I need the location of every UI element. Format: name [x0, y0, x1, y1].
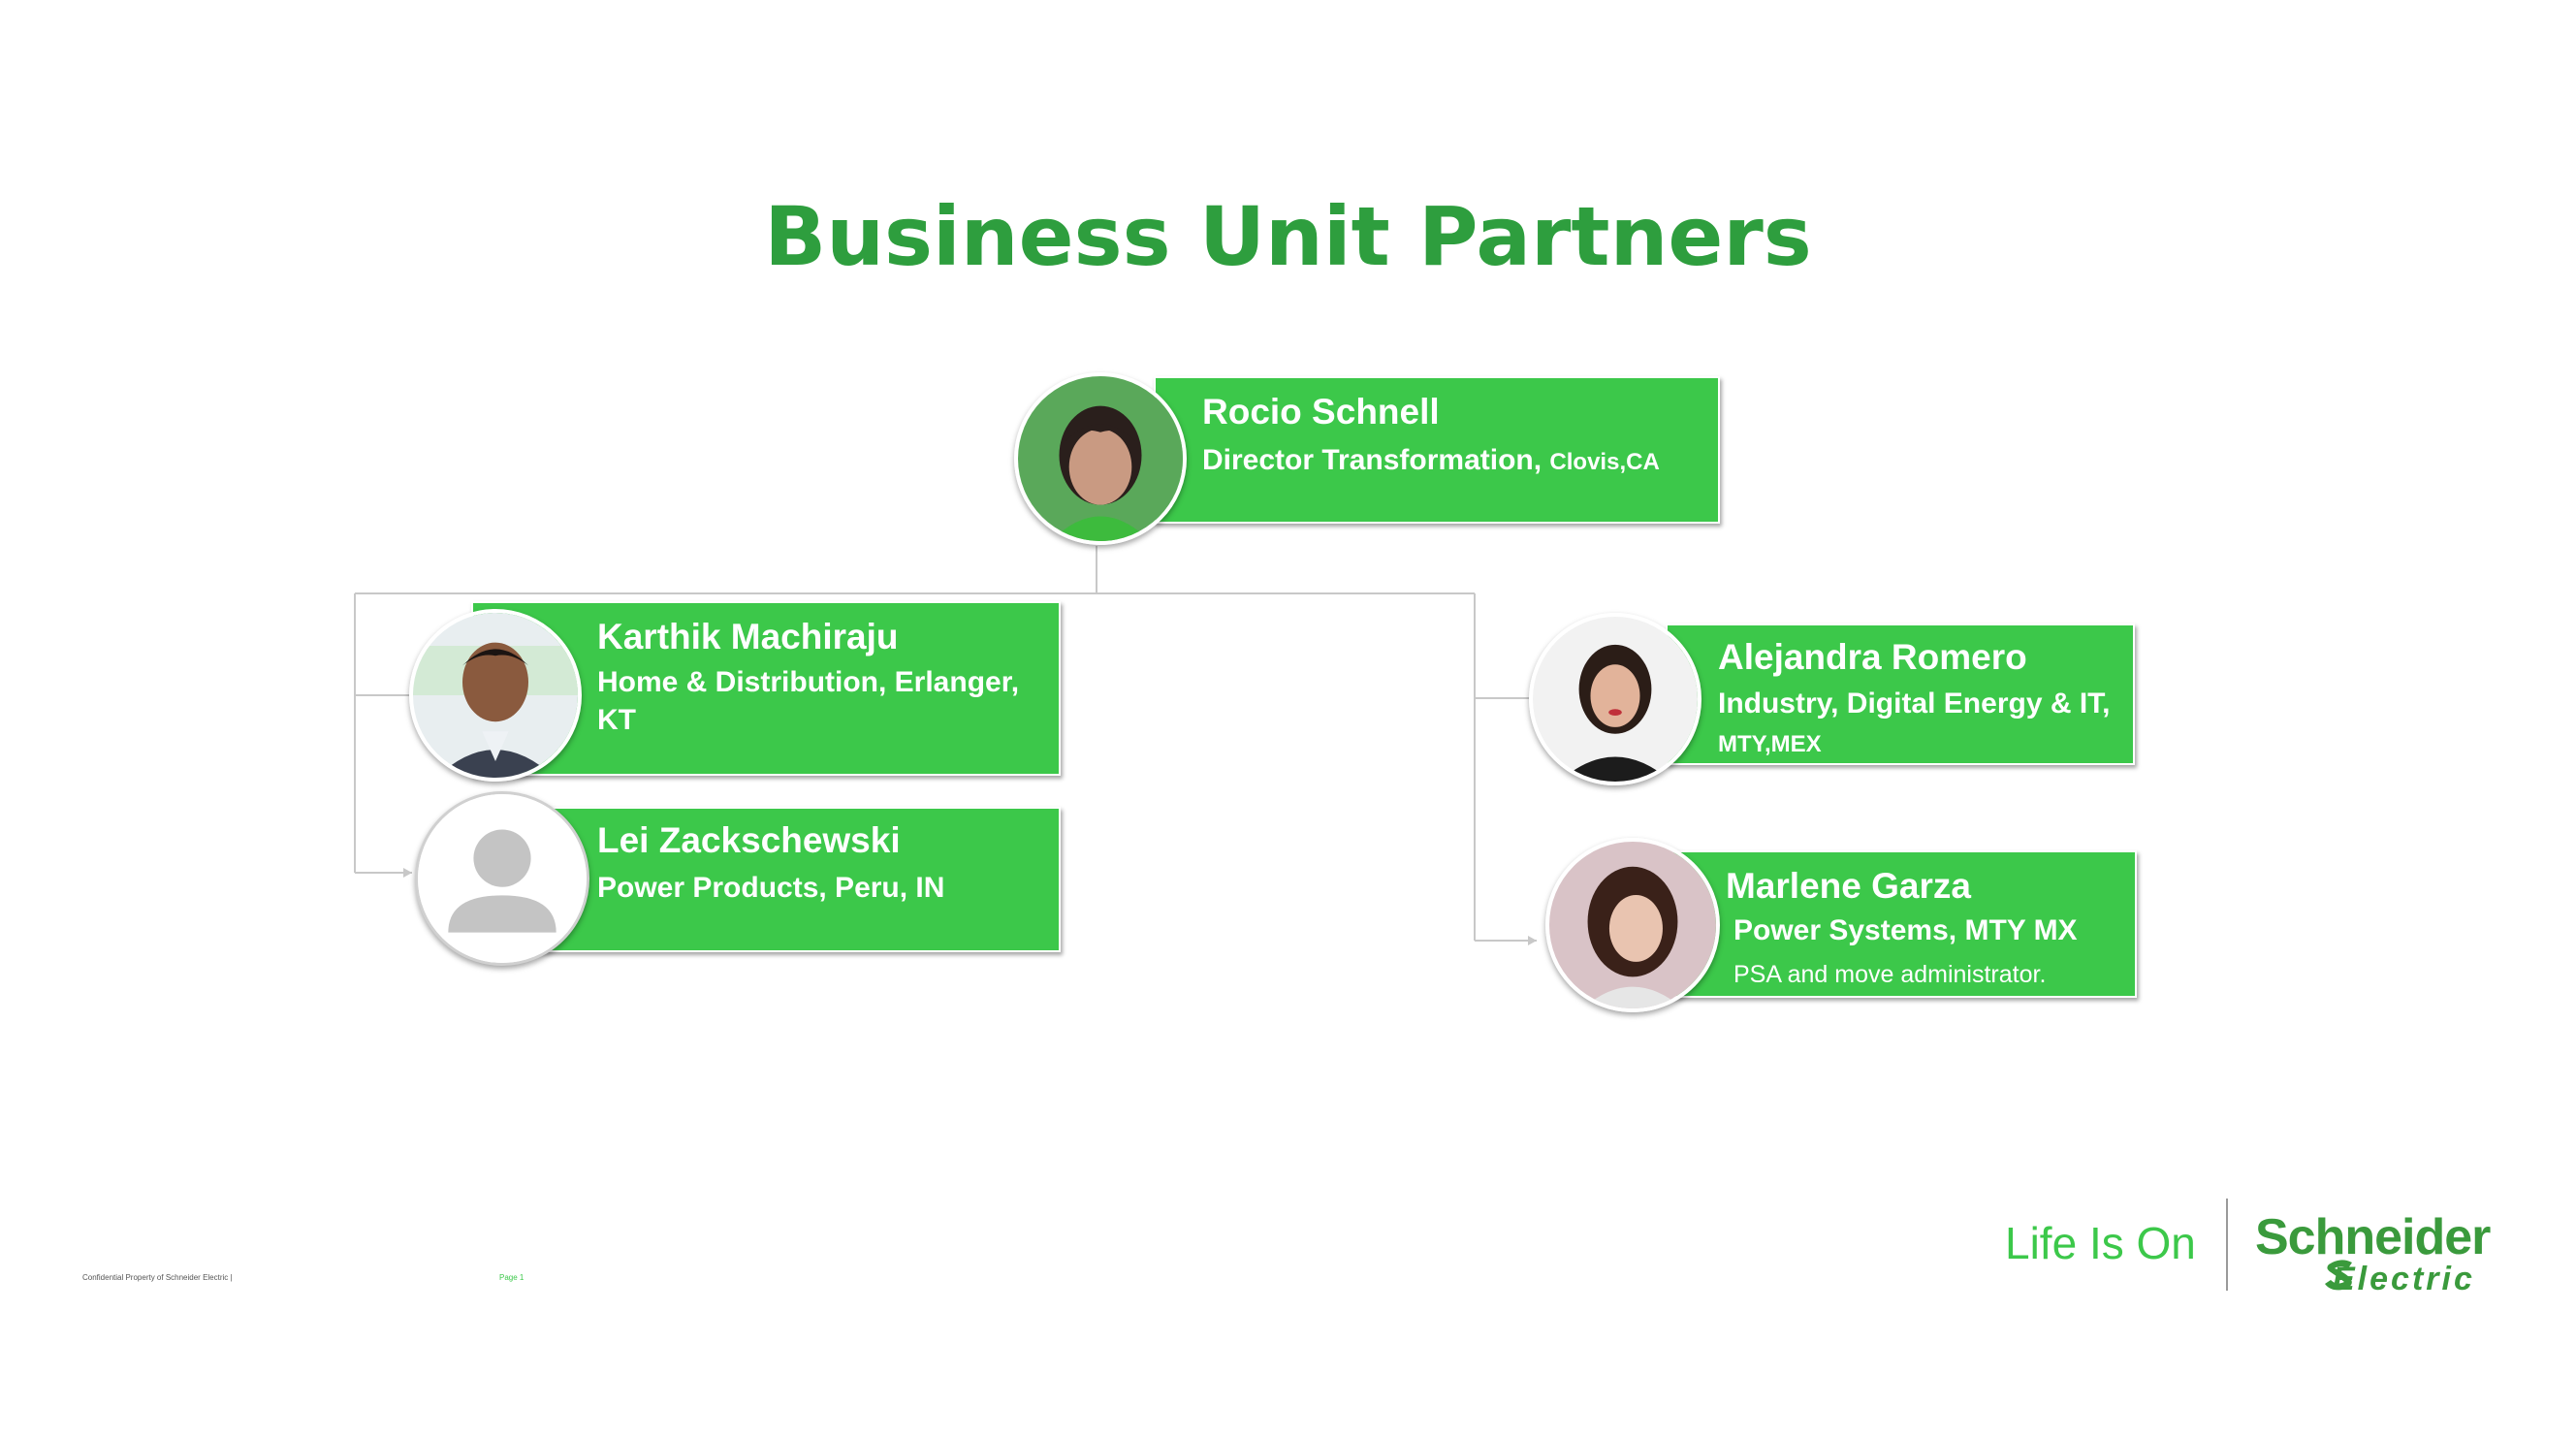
footer-page-number: Page 1: [499, 1273, 525, 1282]
person-name: Lei Zackschewski: [597, 820, 901, 860]
brand-subname: Electric: [2333, 1261, 2475, 1297]
person-photo-icon: [1549, 842, 1716, 1008]
tagline-text: Life Is On: [2005, 1218, 2196, 1268]
person-role-line2: KT: [597, 704, 636, 736]
role-location: MTY,MEX: [1718, 731, 1822, 757]
role-title: Director Transformation,: [1202, 444, 1542, 476]
person-note: PSA and move administrator.: [1733, 961, 2047, 988]
org-card-marlene: Marlene Garza Power Systems, MTY MX PSA …: [1666, 850, 2137, 998]
slide-title: Business Unit Partners: [764, 189, 1812, 284]
org-card-root: Rocio Schnell Director Transformation, C…: [1154, 376, 1720, 524]
person-role-line1: Home & Distribution, Erlanger,: [597, 666, 1020, 698]
person-silhouette-icon: [418, 794, 587, 963]
person-role-line1: Industry, Digital Energy & IT,: [1718, 688, 2111, 720]
brand-logo: Schneider Electric: [2255, 1209, 2491, 1297]
tagline: Life Is On: [2005, 1217, 2196, 1269]
person-photo-icon: [413, 613, 578, 778]
person-photo-icon: [1018, 376, 1183, 541]
avatar-alejandra: [1529, 613, 1701, 785]
person-role-line1: Power Products, Peru, IN: [597, 872, 945, 904]
avatar-marlene: [1545, 838, 1720, 1012]
role-location: Clovis,CA: [1549, 449, 1660, 475]
person-photo-icon: [1533, 617, 1698, 782]
person-role-line1: Power Systems, MTY MX: [1733, 914, 2078, 946]
org-card-alejandra: Alejandra Romero Industry, Digital Energ…: [1666, 624, 2135, 765]
brand-mark-icon: [2325, 1260, 2352, 1291]
person-name: Alejandra Romero: [1718, 637, 2027, 677]
brand-name: Schneider: [2255, 1209, 2491, 1265]
brand-divider: [2226, 1199, 2228, 1291]
person-name: Marlene Garza: [1726, 866, 1971, 906]
avatar-rocio: [1014, 372, 1187, 545]
avatar-karthik: [409, 609, 582, 782]
person-name: Karthik Machiraju: [597, 617, 899, 656]
person-role: Director Transformation, Clovis,CA: [1202, 441, 1660, 481]
person-role-line2: MTY,MEX: [1718, 723, 1822, 763]
footer-confidential: Confidential Property of Schneider Elect…: [82, 1273, 233, 1282]
avatar-lei: [415, 791, 589, 966]
person-name: Rocio Schnell: [1202, 392, 1440, 432]
